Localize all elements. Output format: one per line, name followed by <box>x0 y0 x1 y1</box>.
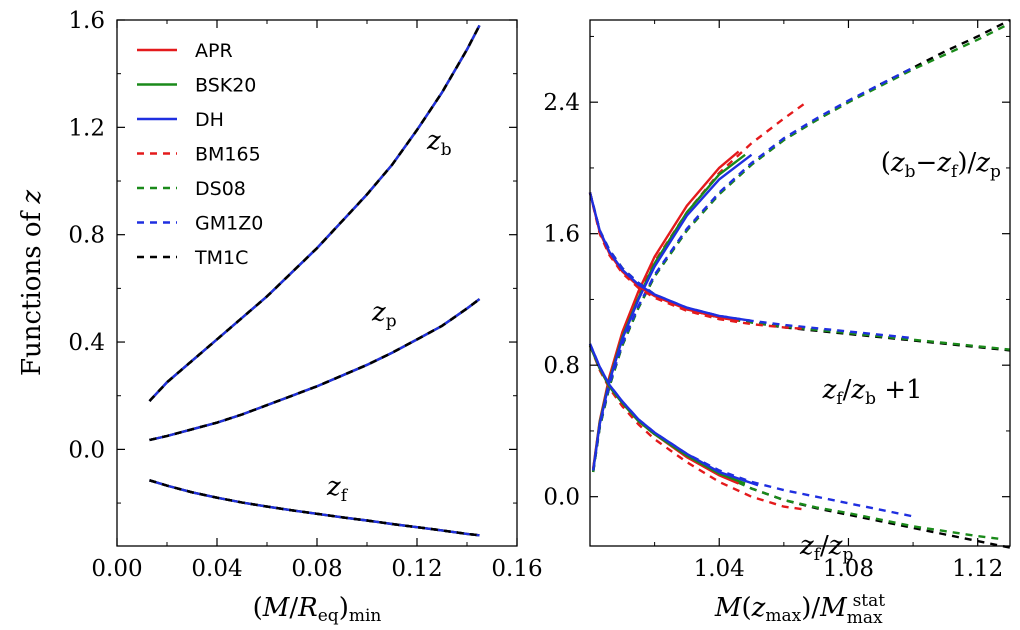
legend-label-gm1z0: GM1Z0 <box>195 213 263 235</box>
curve-z-b-z-f-z-p-apr <box>592 150 740 469</box>
curve-z-f-z-p-ds08 <box>588 345 1004 541</box>
left-plot-frame <box>116 19 518 547</box>
curve-z-b-z-f-z-p-dh <box>592 153 753 471</box>
curve-z-f-z-p-tm1c <box>588 345 1011 549</box>
curve-z-p-apr <box>149 298 481 442</box>
curve-z-p-ds08 <box>149 298 481 442</box>
left-xtick-label: 0.08 <box>291 556 342 582</box>
legend-label-apr: APR <box>195 40 233 62</box>
curve-z-f-bm165 <box>149 479 480 537</box>
annotation-zb: zb <box>426 126 452 160</box>
curve-z-f-z-p-dh <box>588 343 759 487</box>
left-x-axis-label: (M/Req)min <box>253 593 382 626</box>
left-xtick-label: 0.16 <box>491 556 542 582</box>
annotation-zb-base: z <box>426 126 441 156</box>
right-ticks: 1.04 1.08 1.12 0.0 0.8 1.6 2.4 <box>543 20 1010 582</box>
left-ticks: 0.00 0.04 0.08 0.12 0.16 0.0 0.4 0.8 1.2 1.6 <box>68 8 542 582</box>
curve-z-b-z-f-z-p-gm1z0 <box>592 66 914 471</box>
annotation-zp-sub: p <box>386 312 397 332</box>
left-series-group <box>148 24 481 537</box>
annotation-zp-base: z <box>371 298 386 328</box>
left-y-axis-label-text: Functions of <box>17 204 47 376</box>
curve-z-p-dh <box>149 298 481 442</box>
curve-z-f-gm1z0 <box>149 479 480 537</box>
curve-z-f-z-p-bm165 <box>588 345 807 511</box>
legend-label-bsk20: BSK20 <box>195 75 256 97</box>
right-series-group <box>588 18 1011 549</box>
right-xtick-label: 1.08 <box>823 556 874 582</box>
left-ytick-label: 1.2 <box>68 115 105 141</box>
right-ytick-label: 2.4 <box>543 90 580 116</box>
curve-z-f-z-b-1-ds08 <box>588 192 1011 351</box>
legend: APR BSK20 DH BM165 DS08 GM1Z0 TM1C <box>137 40 263 269</box>
left-y-axis-label: Functions of z <box>17 190 47 376</box>
right-ytick-label: 0.8 <box>543 353 580 379</box>
right-ytick-label: 0.0 <box>543 485 580 511</box>
right-panel: (zb−zf)/zp zf/zb +1 zf/zp 1.04 1.08 1.12 0.… <box>543 18 1011 628</box>
curve-z-f-z-b-1-dh <box>588 192 752 322</box>
left-xtick-label: 0.04 <box>191 556 242 582</box>
curve-z-b-z-f-z-p-bsk20 <box>592 153 746 471</box>
legend-label-bm165: BM165 <box>195 144 261 166</box>
right-xtick-label: 1.12 <box>952 556 1003 582</box>
legend-label-dh: DH <box>195 109 224 131</box>
curve-z-f-dh <box>149 479 480 537</box>
annotation-zf-base: z <box>326 472 341 502</box>
right-ytick-label: 1.6 <box>543 222 580 248</box>
annotation-zp: zp <box>371 298 397 332</box>
right-plot-frame <box>589 19 1011 547</box>
curve-z-p-bsk20 <box>149 298 481 442</box>
left-ytick-label: 0.8 <box>68 223 105 249</box>
curve-z-b-tm1c <box>148 24 481 402</box>
curve-z-b-z-f-z-p-bm165 <box>592 101 808 469</box>
left-ytick-label: 0.4 <box>68 330 105 356</box>
right-x-axis-label: M(zmax)/Mmaxstat <box>714 591 885 628</box>
annotation-zf: zf <box>326 472 349 506</box>
curve-z-f-z-b-1-gm1z0 <box>588 192 914 340</box>
left-annotations: zb zp zf <box>326 126 452 506</box>
left-xtick-label: 0.12 <box>391 556 442 582</box>
left-xtick-label: 0.00 <box>91 556 142 582</box>
annotation-zf-sub: f <box>341 486 349 506</box>
curve-z-p-bm165 <box>149 298 481 442</box>
annotation-zb-sub: b <box>441 140 452 160</box>
left-ytick-label: 1.6 <box>68 8 105 34</box>
right-xtick-label: 1.04 <box>694 556 745 582</box>
curve-z-f-bsk20 <box>149 479 480 537</box>
curve-z-f-z-p-gm1z0 <box>588 343 914 518</box>
curve-z-b-z-f-z-p-tm1c <box>592 18 1011 473</box>
curve-z-p-gm1z0 <box>149 298 481 442</box>
legend-label-tm1c: TM1C <box>194 247 248 269</box>
curve-z-f-z-b-1-bm165 <box>588 192 807 331</box>
curve-z-f-ds08 <box>149 479 480 537</box>
right-annotations: (zb−zf)/zp zf/zb +1 zf/zp <box>799 148 1001 565</box>
legend-label-ds08: DS08 <box>195 178 246 200</box>
curve-z-p-tm1c <box>149 298 481 442</box>
left-ytick-label: 0.0 <box>68 437 105 463</box>
annotation-zf-over-zb-plus-1: zf/zb +1 <box>822 375 923 409</box>
annotation-zb-minus-zf-over-zp: (zb−zf)/zp <box>881 148 1001 182</box>
curve-z-f-tm1c <box>149 479 480 537</box>
curve-z-b-z-f-z-p-ds08 <box>592 22 1011 473</box>
left-y-axis-label-z: z <box>17 190 47 205</box>
curve-z-f-apr <box>149 479 480 537</box>
